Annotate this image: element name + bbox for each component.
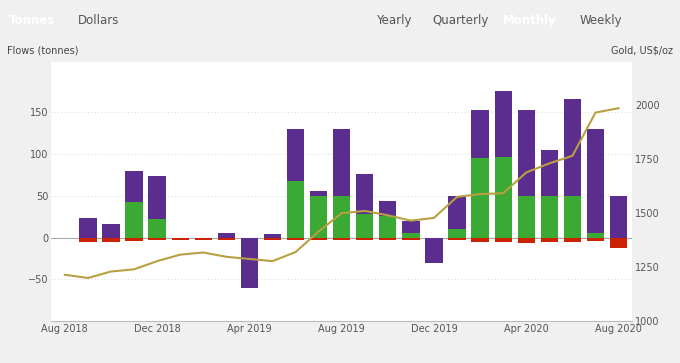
Bar — [333, 129, 350, 196]
Bar — [218, 233, 235, 237]
Bar — [610, 237, 627, 248]
Bar — [264, 237, 281, 240]
Bar — [379, 237, 396, 240]
Text: Monthly: Monthly — [503, 15, 557, 28]
Bar — [310, 237, 327, 240]
Bar — [287, 129, 304, 181]
Text: Flows (tonnes): Flows (tonnes) — [7, 46, 78, 56]
Bar — [517, 196, 535, 237]
Text: Dollars: Dollars — [78, 15, 119, 28]
Bar — [125, 237, 143, 241]
Bar — [356, 174, 373, 214]
Bar — [194, 237, 212, 240]
Text: Weekly: Weekly — [580, 15, 622, 28]
Bar — [587, 237, 604, 241]
Text: Quarterly: Quarterly — [432, 15, 488, 28]
Bar — [356, 237, 373, 240]
Bar — [610, 196, 627, 237]
Bar — [287, 237, 304, 240]
Bar — [80, 218, 97, 237]
Bar — [102, 237, 120, 242]
Bar — [241, 237, 258, 288]
Text: Tonnes: Tonnes — [9, 15, 56, 28]
Bar — [333, 196, 350, 237]
Text: Gold, US$/oz: Gold, US$/oz — [611, 46, 673, 56]
Bar — [356, 214, 373, 237]
Bar — [448, 196, 466, 229]
Bar — [403, 221, 420, 233]
Bar — [494, 91, 512, 157]
Bar — [218, 237, 235, 240]
Bar — [564, 237, 581, 242]
Bar — [310, 192, 327, 196]
Bar — [587, 233, 604, 237]
Bar — [333, 237, 350, 240]
Bar — [241, 237, 258, 242]
Bar — [171, 237, 189, 240]
Bar — [494, 237, 512, 242]
Bar — [448, 237, 466, 240]
Bar — [403, 237, 420, 240]
Bar — [541, 196, 558, 237]
Bar — [541, 237, 558, 242]
Bar — [310, 196, 327, 237]
Bar — [287, 181, 304, 237]
Bar — [148, 237, 166, 240]
Bar — [379, 216, 396, 237]
Bar — [125, 202, 143, 237]
Bar — [148, 219, 166, 237]
Bar — [425, 237, 443, 242]
Bar — [425, 237, 443, 263]
Bar — [541, 150, 558, 196]
Bar — [587, 129, 604, 233]
Bar — [564, 99, 581, 196]
Bar — [80, 237, 97, 242]
Bar — [102, 224, 120, 237]
Bar — [494, 157, 512, 237]
Bar — [125, 171, 143, 202]
Bar — [517, 110, 535, 196]
Bar — [448, 229, 466, 237]
Bar — [379, 201, 396, 216]
Bar — [471, 110, 489, 158]
Bar — [264, 234, 281, 237]
Bar — [148, 176, 166, 219]
Bar — [517, 237, 535, 242]
Bar — [471, 158, 489, 237]
Text: Yearly: Yearly — [376, 15, 411, 28]
Bar — [471, 237, 489, 242]
Bar — [403, 233, 420, 237]
Bar — [564, 196, 581, 237]
